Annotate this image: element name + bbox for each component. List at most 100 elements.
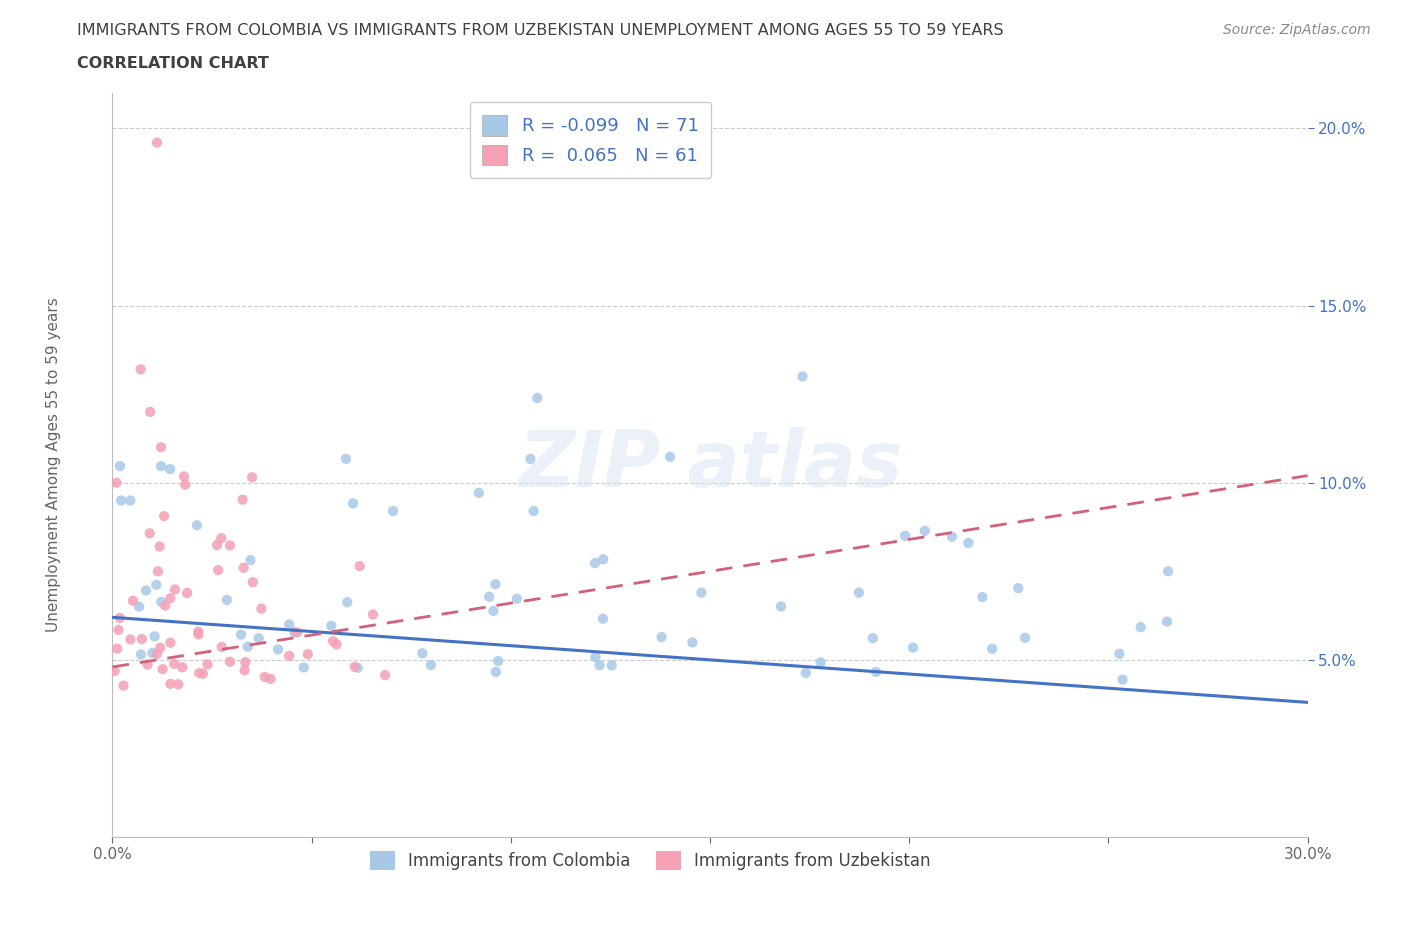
Point bbox=[236, 639, 259, 654]
Point bbox=[583, 555, 606, 570]
Text: Source: ZipAtlas.com: Source: ZipAtlas.com bbox=[1223, 23, 1371, 37]
Point bbox=[600, 658, 623, 672]
Point bbox=[519, 452, 541, 467]
Point bbox=[810, 655, 832, 670]
Point bbox=[420, 658, 443, 672]
Point bbox=[159, 635, 181, 650]
Point bbox=[172, 659, 194, 674]
Point bbox=[361, 607, 384, 622]
Point bbox=[485, 665, 508, 680]
Point bbox=[187, 624, 209, 639]
Point bbox=[267, 642, 290, 657]
Text: CORRELATION CHART: CORRELATION CHART bbox=[77, 56, 269, 71]
Point bbox=[141, 645, 163, 660]
Point bbox=[120, 493, 142, 508]
Text: Unemployment Among Ages 55 to 59 years: Unemployment Among Ages 55 to 59 years bbox=[46, 298, 60, 632]
Point bbox=[129, 362, 152, 377]
Point bbox=[128, 599, 150, 614]
Point bbox=[174, 477, 197, 492]
Point bbox=[186, 518, 208, 533]
Point bbox=[219, 538, 242, 552]
Text: IMMIGRANTS FROM COLOMBIA VS IMMIGRANTS FROM UZBEKISTAN UNEMPLOYMENT AMONG AGES 5: IMMIGRANTS FROM COLOMBIA VS IMMIGRANTS F… bbox=[77, 23, 1004, 38]
Point bbox=[152, 662, 174, 677]
Point bbox=[681, 635, 703, 650]
Point bbox=[1157, 564, 1180, 578]
Point bbox=[792, 369, 814, 384]
Point bbox=[235, 655, 257, 670]
Point bbox=[209, 531, 232, 546]
Point bbox=[486, 654, 509, 669]
Point bbox=[139, 405, 162, 419]
Point bbox=[651, 630, 673, 644]
Point bbox=[211, 640, 233, 655]
Point bbox=[159, 676, 181, 691]
Point bbox=[173, 469, 195, 484]
Point bbox=[690, 585, 713, 600]
Point bbox=[1129, 619, 1152, 634]
Point bbox=[105, 641, 128, 656]
Point bbox=[122, 593, 145, 608]
Point bbox=[411, 645, 433, 660]
Point bbox=[233, 663, 256, 678]
Point bbox=[506, 591, 529, 606]
Point bbox=[150, 440, 173, 455]
Point bbox=[110, 493, 132, 508]
Point bbox=[349, 559, 371, 574]
Point bbox=[143, 629, 166, 644]
Point bbox=[592, 611, 614, 626]
Point bbox=[232, 560, 254, 575]
Legend: Immigrants from Colombia, Immigrants from Uzbekistan: Immigrants from Colombia, Immigrants fro… bbox=[363, 844, 938, 877]
Point bbox=[1108, 646, 1130, 661]
Point bbox=[342, 496, 364, 511]
Point bbox=[176, 586, 198, 601]
Point bbox=[468, 485, 491, 500]
Point bbox=[108, 610, 131, 625]
Point bbox=[325, 637, 347, 652]
Point bbox=[250, 601, 273, 616]
Point bbox=[865, 664, 887, 679]
Point bbox=[583, 649, 606, 664]
Point bbox=[981, 642, 1004, 657]
Point bbox=[972, 590, 994, 604]
Point bbox=[215, 592, 238, 607]
Point bbox=[135, 583, 157, 598]
Point bbox=[901, 640, 924, 655]
Point bbox=[167, 677, 190, 692]
Point bbox=[335, 451, 357, 466]
Point bbox=[1156, 614, 1178, 629]
Point bbox=[108, 458, 131, 473]
Point bbox=[285, 625, 308, 640]
Point bbox=[1014, 631, 1036, 645]
Point bbox=[794, 666, 817, 681]
Point bbox=[239, 552, 262, 567]
Point bbox=[484, 577, 506, 591]
Point bbox=[278, 648, 301, 663]
Point bbox=[848, 585, 870, 600]
Point bbox=[659, 449, 682, 464]
Point bbox=[321, 618, 343, 633]
Point bbox=[242, 575, 264, 590]
Point bbox=[187, 627, 209, 642]
Point bbox=[153, 509, 176, 524]
Point bbox=[292, 660, 315, 675]
Point bbox=[253, 670, 276, 684]
Point bbox=[1007, 580, 1029, 595]
Point bbox=[278, 618, 301, 632]
Point bbox=[139, 525, 162, 540]
Point bbox=[247, 631, 270, 645]
Point bbox=[219, 655, 242, 670]
Point bbox=[155, 598, 177, 613]
Point bbox=[526, 391, 548, 405]
Point bbox=[149, 641, 172, 656]
Point bbox=[232, 492, 254, 507]
Point bbox=[941, 529, 963, 544]
Point bbox=[336, 595, 359, 610]
Point bbox=[322, 633, 344, 648]
Point bbox=[382, 504, 405, 519]
Point bbox=[136, 658, 159, 672]
Point bbox=[894, 528, 917, 543]
Point bbox=[1111, 672, 1133, 687]
Point bbox=[150, 458, 173, 473]
Point bbox=[588, 658, 610, 672]
Point bbox=[188, 666, 211, 681]
